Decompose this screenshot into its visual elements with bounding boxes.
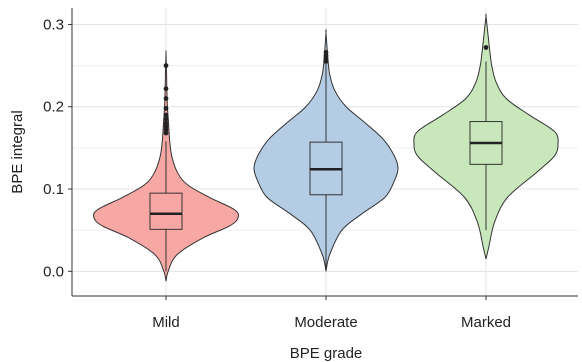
outlier-point bbox=[163, 96, 169, 101]
outlier-point bbox=[163, 120, 169, 126]
outlier-point bbox=[323, 56, 329, 62]
outlier-point bbox=[163, 124, 169, 129]
outlier-point bbox=[323, 53, 329, 59]
outlier-point bbox=[323, 50, 329, 55]
axes bbox=[68, 8, 578, 300]
y-tick-label: 0.3 bbox=[43, 16, 64, 33]
x-tick-label: Marked bbox=[461, 314, 511, 331]
y-tick-label: 0.2 bbox=[43, 99, 64, 116]
outlier-point bbox=[163, 127, 169, 133]
outlier-point bbox=[163, 112, 169, 118]
outlier-point bbox=[163, 63, 169, 68]
outlier-point bbox=[163, 105, 169, 111]
tick-labels: Mild Moderate Marked 0.0 0.1 0.2 0.3 bbox=[43, 16, 511, 331]
box-mild bbox=[149, 192, 183, 230]
outlier-point bbox=[163, 116, 169, 122]
outlier-point bbox=[483, 45, 489, 50]
x-tick-label: Moderate bbox=[294, 314, 357, 331]
y-tick-label: 0.1 bbox=[43, 181, 64, 198]
y-axis-title: BPE integral bbox=[9, 110, 26, 193]
x-tick-label: Mild bbox=[152, 314, 180, 331]
x-axis-title: BPE grade bbox=[290, 345, 363, 362]
outlier-point bbox=[163, 86, 169, 92]
outlier-point bbox=[163, 130, 169, 136]
y-tick-label: 0.0 bbox=[43, 263, 64, 280]
boxplots bbox=[149, 45, 503, 272]
